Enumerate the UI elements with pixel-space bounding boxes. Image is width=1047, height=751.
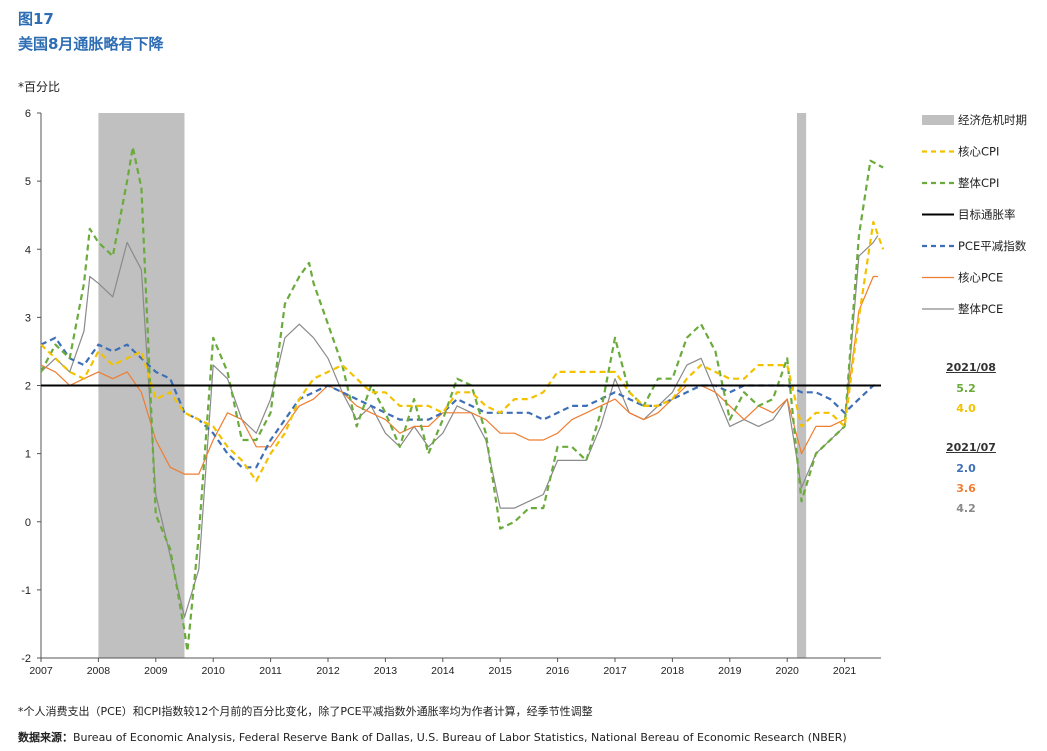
y-tick-label: 0	[25, 517, 31, 529]
series-line-core-cpi	[40, 220, 885, 482]
y-tick-label: -1	[21, 585, 31, 597]
legend-label: 整体PCE	[958, 302, 1003, 316]
source-text: Bureau of Economic Analysis, Federal Res…	[73, 731, 847, 744]
legend-swatch-recession	[922, 115, 954, 125]
x-tick-label: 2016	[546, 665, 570, 677]
legend-label: 核心PCE	[958, 271, 1003, 285]
latest-values-aug: 2021/08 5.2 4.0	[946, 361, 996, 415]
y-tick-label: 5	[25, 176, 31, 188]
inflation-chart: -2 -1 0 1 2 3 4 5 6 2007 2008 2009 2010 2011 2012 2013 2…	[21, 108, 1027, 677]
latest-period-label: 2021/07	[946, 441, 996, 454]
x-tick-label: 2011	[259, 665, 282, 677]
x-tick-label: 2015	[489, 665, 513, 677]
legend-label: 整体CPI	[958, 176, 999, 190]
x-tick-label: 2007	[29, 665, 53, 677]
latest-value-headline-pce: 4.2	[956, 502, 976, 515]
footnote: *个人消费支出（PCE）和CPI指数较12个月前的百分比变化，除了PCE平减指数…	[18, 705, 593, 718]
source-note: 数据来源：Bureau of Economic Analysis, Federa…	[18, 729, 847, 745]
x-tick-label: 2008	[87, 665, 111, 677]
x-tick-label: 2020	[776, 665, 800, 677]
x-tick-label: 2009	[144, 665, 168, 677]
legend-label: 目标通胀率	[958, 208, 1016, 222]
series-line-pce-deflator	[40, 336, 878, 469]
latest-period-label: 2021/08	[946, 361, 996, 374]
x-tick-label: 2017	[603, 665, 627, 677]
y-tick-label: 1	[25, 449, 31, 461]
y-axis-unit-label: *百分比	[18, 80, 61, 94]
y-tick-label: 6	[25, 108, 31, 120]
x-tick-label: 2013	[374, 665, 398, 677]
legend-label: 核心CPI	[958, 145, 999, 159]
x-tick-label: 2019	[718, 665, 742, 677]
latest-value-core-pce: 3.6	[956, 482, 976, 495]
x-tick-label: 2010	[202, 665, 226, 677]
y-tick-label: -2	[21, 653, 31, 665]
latest-value-pce-deflator: 2.0	[956, 462, 976, 475]
legend-label: 经济危机时期	[958, 113, 1027, 127]
y-tick-label: 3	[25, 312, 31, 324]
x-tick-label: 2018	[661, 665, 685, 677]
latest-value-headline-cpi: 5.2	[956, 382, 976, 395]
x-tick-label: 2014	[431, 665, 455, 677]
source-label: 数据来源：	[18, 731, 73, 744]
legend-label: PCE平减指数	[958, 239, 1027, 253]
latest-values-jul: 2021/07 2.0 3.6 4.2	[946, 441, 996, 515]
figure-number: 图17	[18, 10, 54, 28]
latest-value-core-cpi: 4.0	[956, 402, 976, 415]
series-line-headline-cpi	[40, 146, 884, 653]
series-line-core-pce	[40, 275, 878, 475]
y-tick-label: 4	[25, 244, 31, 256]
x-tick-label: 2012	[316, 665, 340, 677]
x-tick-label: 2021	[833, 665, 857, 677]
y-tick-label: 2	[25, 381, 31, 393]
chart-title: 美国8月通胀略有下降	[18, 35, 164, 53]
